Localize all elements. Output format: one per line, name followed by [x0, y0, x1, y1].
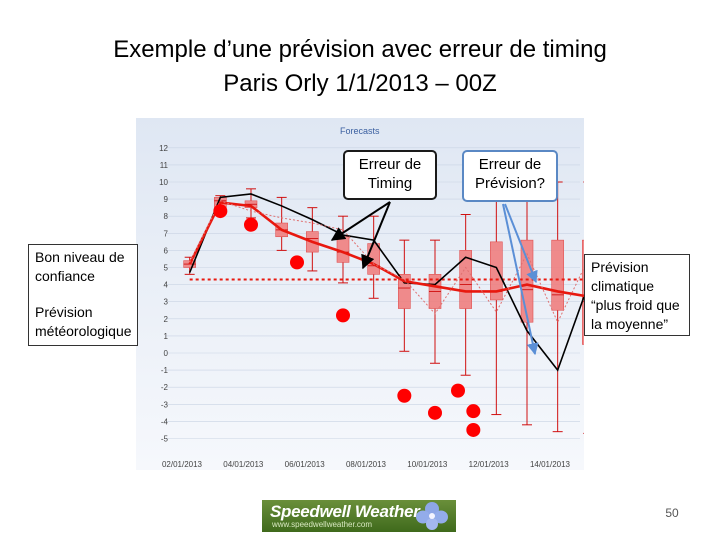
observed-point [466, 422, 481, 437]
y-tick-label: -3 [161, 400, 169, 409]
control-line [189, 200, 584, 324]
y-tick-label: 5 [164, 264, 169, 273]
weather-forecast-label: Prévision météorologique [35, 304, 132, 339]
confidence-note: Bon niveau de confiance Prévision météor… [28, 244, 138, 346]
timing-arrow-1 [330, 201, 391, 241]
x-tick-label: 02/01/2013 [162, 460, 203, 469]
observed-point [244, 217, 258, 232]
y-tick-label: 10 [159, 178, 168, 187]
x-tick-label: 08/01/2013 [346, 460, 387, 469]
observed-line [188, 193, 584, 372]
chart-title: Forecasts [340, 126, 380, 136]
slide-title-line2: Paris Orly 1/1/2013 – 00Z [223, 70, 497, 97]
observed-point [451, 383, 465, 398]
observed-point [336, 308, 350, 323]
observed-point [213, 204, 228, 219]
ensemble-mean-line [188, 201, 584, 298]
y-tick-label: 1 [164, 332, 169, 341]
forecast-box [582, 239, 584, 345]
observed-point [290, 255, 304, 270]
forecast-box [551, 239, 564, 311]
prevision-arrow-2 [502, 203, 539, 356]
y-tick-label: 9 [164, 195, 169, 204]
climate-forecast-note: Prévision climatique “plus froid que la … [584, 254, 690, 336]
x-tick-label: 04/01/2013 [223, 460, 264, 469]
y-tick-label: 12 [159, 144, 168, 153]
observed-point [397, 388, 412, 403]
speedwell-flower-icon [416, 502, 448, 530]
speedwell-logo: Speedwell Weather www.speedwellweather.c… [262, 500, 456, 532]
y-tick-label: 0 [164, 349, 169, 358]
x-tick-label: 06/01/2013 [285, 460, 326, 469]
logo-text: Speedwell Weather [270, 502, 420, 521]
forecast-box [520, 239, 534, 323]
y-tick-label: 11 [160, 161, 169, 170]
page-number: 50 [665, 506, 679, 520]
forecast-box [490, 241, 503, 301]
y-tick-label: -1 [161, 366, 169, 375]
y-tick-label: 7 [164, 229, 169, 238]
observed-point [466, 404, 481, 419]
y-tick-label: 4 [164, 281, 169, 290]
y-tick-label: 6 [164, 246, 169, 255]
y-tick-label: -4 [161, 417, 169, 426]
x-tick-label: 14/01/2013 [530, 460, 571, 469]
forecast-error-callout: Erreur de Prévision? [462, 150, 558, 202]
y-tick-label: -5 [161, 435, 169, 444]
x-tick-label: 12/01/2013 [469, 460, 510, 469]
prevision-arrow-1 [504, 203, 538, 284]
timing-error-callout: Erreur de Timing [343, 150, 437, 200]
x-tick-label: 10/01/2013 [407, 460, 448, 469]
forecast-box [367, 243, 380, 275]
slide-title-line1: Exemple d’une prévision avec erreur de t… [113, 36, 607, 63]
y-tick-label: 3 [164, 298, 169, 307]
observed-point [428, 405, 442, 420]
logo-subtext: www.speedwellweather.com [272, 520, 373, 529]
confidence-label: Bon niveau de confiance [35, 249, 125, 284]
y-tick-label: 8 [164, 212, 169, 221]
y-tick-label: -2 [161, 383, 169, 392]
timing-arrow-2 [361, 201, 391, 270]
y-tick-label: 2 [164, 315, 169, 324]
